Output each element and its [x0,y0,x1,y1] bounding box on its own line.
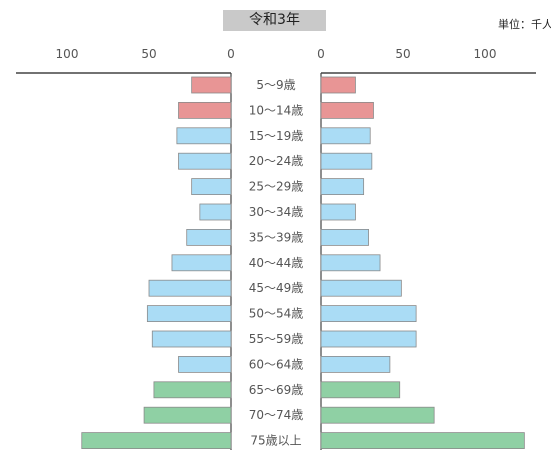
chart-title: 令和3年 [223,10,326,31]
right-bar [320,305,417,323]
right-bar [320,381,401,399]
age-group-label: 25～29歳 [249,180,304,194]
right-bar [320,432,525,450]
left-bar [186,228,232,246]
left-bar [146,305,232,323]
right-tick-label: 0 [317,47,325,61]
left-bar [178,152,232,170]
right-bar [320,152,373,170]
left-bar [178,102,232,119]
right-bar [320,406,435,424]
right-bar [320,254,381,272]
left-bar [81,432,232,450]
right-bar [320,203,356,221]
age-group-label: 55～59歳 [249,332,304,346]
age-group-label: 40～44歳 [249,256,304,270]
age-group-label: 75歳以上 [250,434,301,448]
left-bar [143,406,232,424]
left-bar [171,254,232,272]
age-group-label: 45～49歳 [249,281,304,295]
right-bar [320,127,371,145]
left-bar [178,355,232,373]
age-group-label: 65～69歳 [249,383,304,397]
right-tick-label: 50 [395,47,410,61]
age-group-label: 30～34歳 [249,205,304,219]
left-bar [199,203,232,221]
right-bar [320,279,402,297]
left-bar [176,127,232,145]
left-bar [153,381,232,399]
left-bar [151,330,232,348]
right-bar [320,228,369,246]
right-tick-label: 100 [474,47,497,61]
age-group-label: 5～9歳 [256,78,295,92]
left-tick-label: 100 [56,47,79,61]
age-group-label: 20～24歳 [249,154,304,168]
age-group-label: 15～19歳 [249,129,304,143]
left-tick-label: 50 [141,47,156,61]
right-bar [320,102,374,119]
right-bar [320,76,356,94]
age-group-label: 50～54歳 [249,307,304,321]
right-bar [320,355,391,373]
unit-label: 単位：千人 [498,18,551,31]
right-bar [320,178,365,196]
age-group-label: 70～74歳 [249,408,304,422]
age-group-label: 60～64歳 [249,357,304,371]
right-bar [320,330,417,348]
left-bar [148,279,232,297]
left-tick-label: 0 [227,47,235,61]
age-group-label: 35～39歳 [249,230,304,244]
age-group-label: 10～14歳 [249,103,304,117]
left-bar [191,178,232,196]
left-bar [191,76,232,94]
